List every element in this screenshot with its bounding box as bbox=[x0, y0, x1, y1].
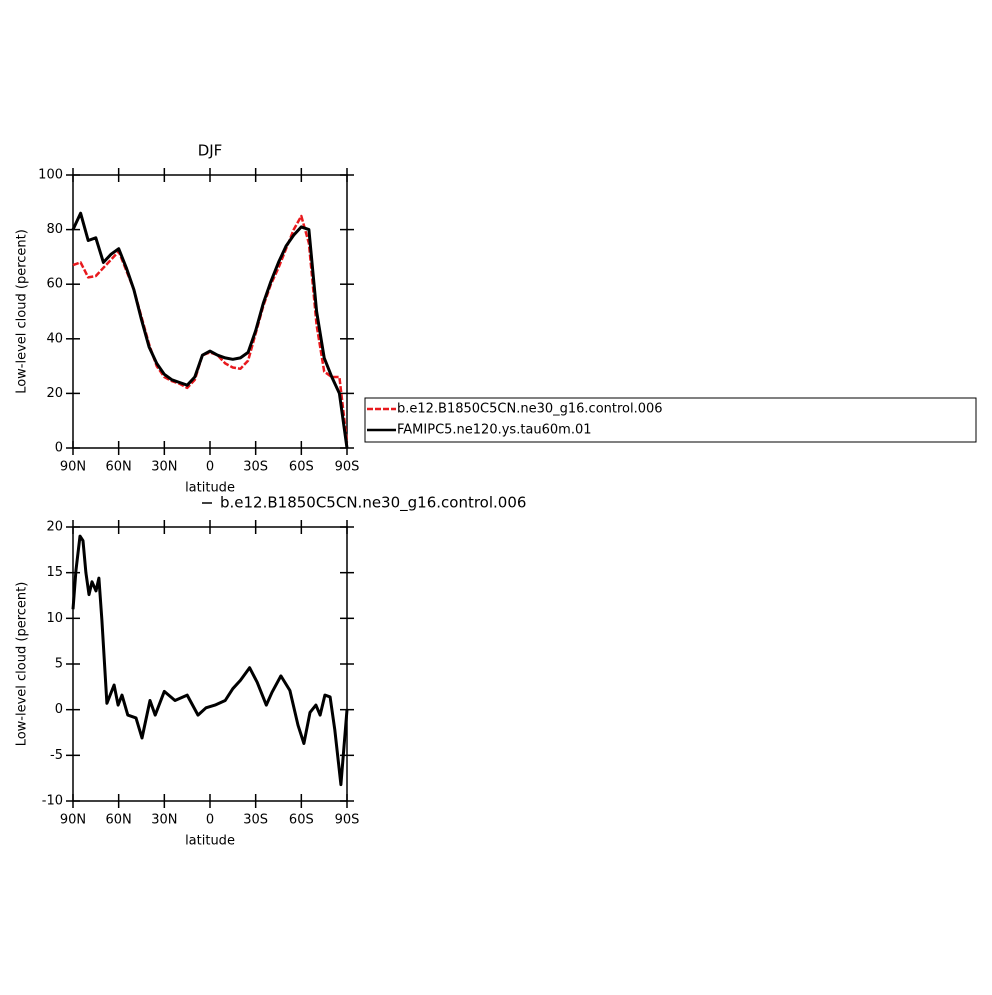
plot-frame bbox=[72, 174, 348, 449]
y-tick-label: 40 bbox=[46, 331, 63, 346]
chart-title: DJF bbox=[198, 142, 223, 160]
x-tick-label: 30S bbox=[243, 813, 268, 828]
y-tick-label: 20 bbox=[46, 386, 63, 401]
legend-label: b.e12.B1850C5CN.ne30_g16.control.006 bbox=[220, 494, 526, 513]
y-tick-label: 100 bbox=[38, 168, 63, 183]
x-tick-label: 0 bbox=[206, 460, 214, 475]
y-tick-label: 80 bbox=[46, 222, 63, 237]
y-tick-label: 20 bbox=[46, 520, 63, 535]
series-line bbox=[71, 211, 349, 449]
x-tick-label: 60N bbox=[106, 460, 132, 475]
x-axis-label: latitude bbox=[185, 834, 235, 849]
legend-box bbox=[364, 397, 977, 443]
y-tick-label: 5 bbox=[55, 657, 63, 672]
x-tick-label: 90N bbox=[60, 813, 86, 828]
x-tick-label: 60N bbox=[106, 813, 132, 828]
legend-label: FAMIPC5.ne120.ys.tau60m.01 bbox=[397, 423, 592, 438]
x-tick-label: 30N bbox=[151, 460, 177, 475]
y-tick-label: -5 bbox=[50, 748, 63, 763]
x-tick-label: 60S bbox=[289, 460, 314, 475]
y-tick-label: 15 bbox=[46, 565, 63, 580]
y-axis-label: Low-level cloud (percent) bbox=[15, 229, 30, 394]
x-tick-label: 0 bbox=[206, 813, 214, 828]
x-tick-label: 30N bbox=[151, 813, 177, 828]
x-tick-label: 30S bbox=[243, 460, 268, 475]
x-tick-label: 90S bbox=[335, 813, 360, 828]
series-line bbox=[71, 534, 349, 787]
plot-frame bbox=[72, 526, 348, 802]
y-tick-label: -10 bbox=[42, 794, 63, 809]
y-axis-label: Low-level cloud (percent) bbox=[15, 582, 30, 747]
legend-label: b.e12.B1850C5CN.ne30_g16.control.006 bbox=[397, 402, 663, 417]
x-tick-label: 60S bbox=[289, 813, 314, 828]
x-tick-label: 90N bbox=[60, 460, 86, 475]
series-line bbox=[72, 214, 349, 443]
y-tick-label: 10 bbox=[46, 611, 63, 626]
y-tick-label: 0 bbox=[55, 702, 63, 717]
x-tick-label: 90S bbox=[335, 460, 360, 475]
y-tick-label: 60 bbox=[46, 277, 63, 292]
x-axis-label: latitude bbox=[185, 481, 235, 496]
y-tick-label: 0 bbox=[55, 441, 63, 456]
